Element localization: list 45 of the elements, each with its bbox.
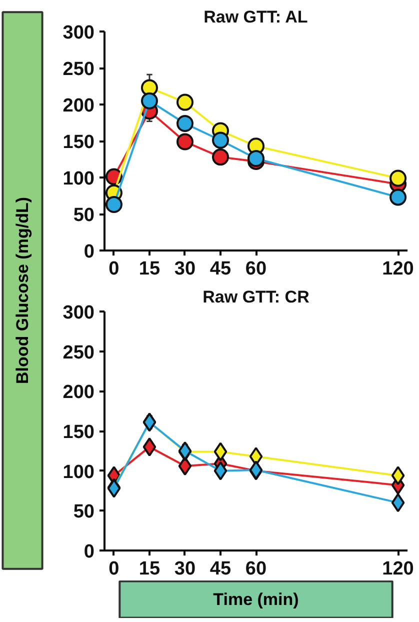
x-axis-title: Time (min) <box>213 590 299 609</box>
point <box>176 94 194 111</box>
point <box>105 196 122 213</box>
x-tick-label: 15 <box>138 558 160 580</box>
y-tick-label: 100 <box>62 168 94 190</box>
x-tick-label: 45 <box>210 558 232 580</box>
x-tick-label: 15 <box>138 258 160 280</box>
point <box>390 170 407 187</box>
point <box>212 132 229 149</box>
point <box>176 133 194 150</box>
y-tick-label: 50 <box>73 205 95 226</box>
point <box>391 466 405 486</box>
point <box>212 148 229 166</box>
y-tick-label: 250 <box>62 342 94 364</box>
x-tick-label: 60 <box>245 558 267 580</box>
y-tick-label: 50 <box>73 502 95 523</box>
y-tick-label: 150 <box>62 422 94 443</box>
x-tick-label: 30 <box>174 258 196 280</box>
y-tick-label: 0 <box>84 242 95 262</box>
x-tick-label: 0 <box>108 558 120 580</box>
y-tick-label: 150 <box>62 132 94 153</box>
chart-title: Raw GTT: AL <box>204 8 308 26</box>
y-tick-label: 100 <box>62 462 94 483</box>
y-tick-label: 0 <box>84 542 95 562</box>
x-tick-label: 120 <box>382 258 414 280</box>
x-tick-label: 45 <box>210 258 232 280</box>
y-axis-title: Blood Glucose (mg/dL) <box>13 196 32 384</box>
point <box>178 456 192 476</box>
point <box>390 188 407 206</box>
point <box>176 114 194 132</box>
y-tick-label: 300 <box>62 302 94 324</box>
chart-title: Raw GTT: CR <box>202 288 310 306</box>
y-tick-label: 300 <box>62 22 94 44</box>
x-tick-label: 0 <box>108 258 120 280</box>
point <box>391 493 405 512</box>
y-tick-label: 200 <box>62 382 94 404</box>
point <box>140 92 158 110</box>
x-tick-label: 120 <box>382 558 414 580</box>
x-tick-label: 30 <box>174 558 196 580</box>
point <box>214 442 228 462</box>
x-tick-label: 60 <box>245 258 267 280</box>
y-tick-label: 200 <box>62 96 94 116</box>
y-tick-label: 250 <box>62 59 94 80</box>
point <box>214 461 228 480</box>
point <box>142 437 156 456</box>
